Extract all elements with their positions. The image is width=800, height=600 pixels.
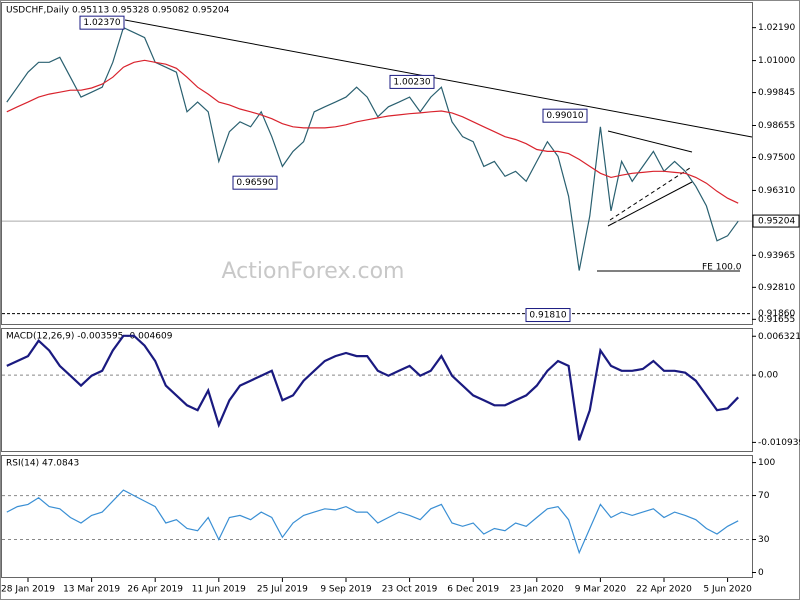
annotation-label: 0.91810 <box>529 311 566 321</box>
annotation-box <box>525 308 571 323</box>
x-tick-label: 11 Jun 2019 <box>192 585 246 595</box>
triangle-bottom <box>607 181 693 227</box>
x-tick-label: 28 Jan 2019 <box>1 585 55 595</box>
x-tick-label: 26 Apr 2019 <box>127 585 183 595</box>
trend-line <box>124 19 753 138</box>
x-tick-label: 6 Dec 2019 <box>447 585 499 595</box>
y-tick-label: 0.92810 <box>758 283 795 293</box>
y-tick-label: -0.010939 <box>758 438 800 448</box>
macd-panel <box>1 328 753 452</box>
y-tick-label: 30 <box>758 535 770 545</box>
rsi-title: RSI(14) 47.0843 <box>6 459 79 469</box>
x-tick-label: 23 Jan 2020 <box>510 585 564 595</box>
y-tick-label: 0.97500 <box>758 153 795 163</box>
y-tick-label: 0.96310 <box>758 186 795 196</box>
level-label: 0.91860 <box>758 309 795 319</box>
annotation-box <box>79 15 125 30</box>
x-tick-label: 13 Mar 2019 <box>63 585 120 595</box>
x-tick-label: 9 Sep 2019 <box>320 585 372 595</box>
x-tick-label: 25 Jul 2019 <box>257 585 308 595</box>
price-panel <box>1 2 753 325</box>
annotation-box <box>232 175 278 190</box>
last-price-label: 0.95204 <box>758 217 795 227</box>
series-line <box>6 59 739 204</box>
last-price-box <box>752 214 800 228</box>
annotation-label: 0.96590 <box>236 178 273 188</box>
annotation-label: 0.99010 <box>546 111 583 121</box>
macd-title: MACD(12,26,9) -0.003595 -0.004609 <box>6 332 173 342</box>
series-line <box>6 334 739 441</box>
series-line <box>6 489 739 555</box>
triangle-mid <box>609 167 691 221</box>
series-line <box>6 26 739 271</box>
y-tick-label: 0.00 <box>758 371 778 381</box>
x-tick-label: 5 Jun 2020 <box>703 585 752 595</box>
x-tick-label: 22 Apr 2020 <box>636 585 692 595</box>
watermark: ActionForex.com <box>222 259 405 284</box>
annotation-box <box>389 74 435 89</box>
annotation-box <box>542 108 588 123</box>
annotation-label: 1.00230 <box>393 77 430 87</box>
chart-title: USDCHF,Daily 0.95113 0.95328 0.95082 0.9… <box>6 6 230 16</box>
y-tick-label: 0.006321 <box>758 332 800 342</box>
y-tick-label: 0 <box>758 568 764 578</box>
fe-label: FE 100.0 <box>702 263 742 273</box>
rsi-panel <box>1 455 753 578</box>
y-tick-label: 1.01000 <box>758 56 795 66</box>
y-tick-label: 0.91655 <box>758 315 795 325</box>
y-tick-label: 0.98655 <box>758 121 795 131</box>
x-tick-label: 9 Mar 2020 <box>575 585 627 595</box>
y-tick-label: 70 <box>758 491 770 501</box>
annotation-label: 1.02370 <box>83 18 120 28</box>
y-tick-label: 100 <box>758 458 775 468</box>
x-tick-label: 23 Oct 2019 <box>382 585 438 595</box>
y-tick-label: 0.99845 <box>758 88 795 98</box>
y-tick-label: 1.02190 <box>758 23 795 33</box>
triangle-top <box>607 130 693 153</box>
y-tick-label: 0.93965 <box>758 251 795 261</box>
